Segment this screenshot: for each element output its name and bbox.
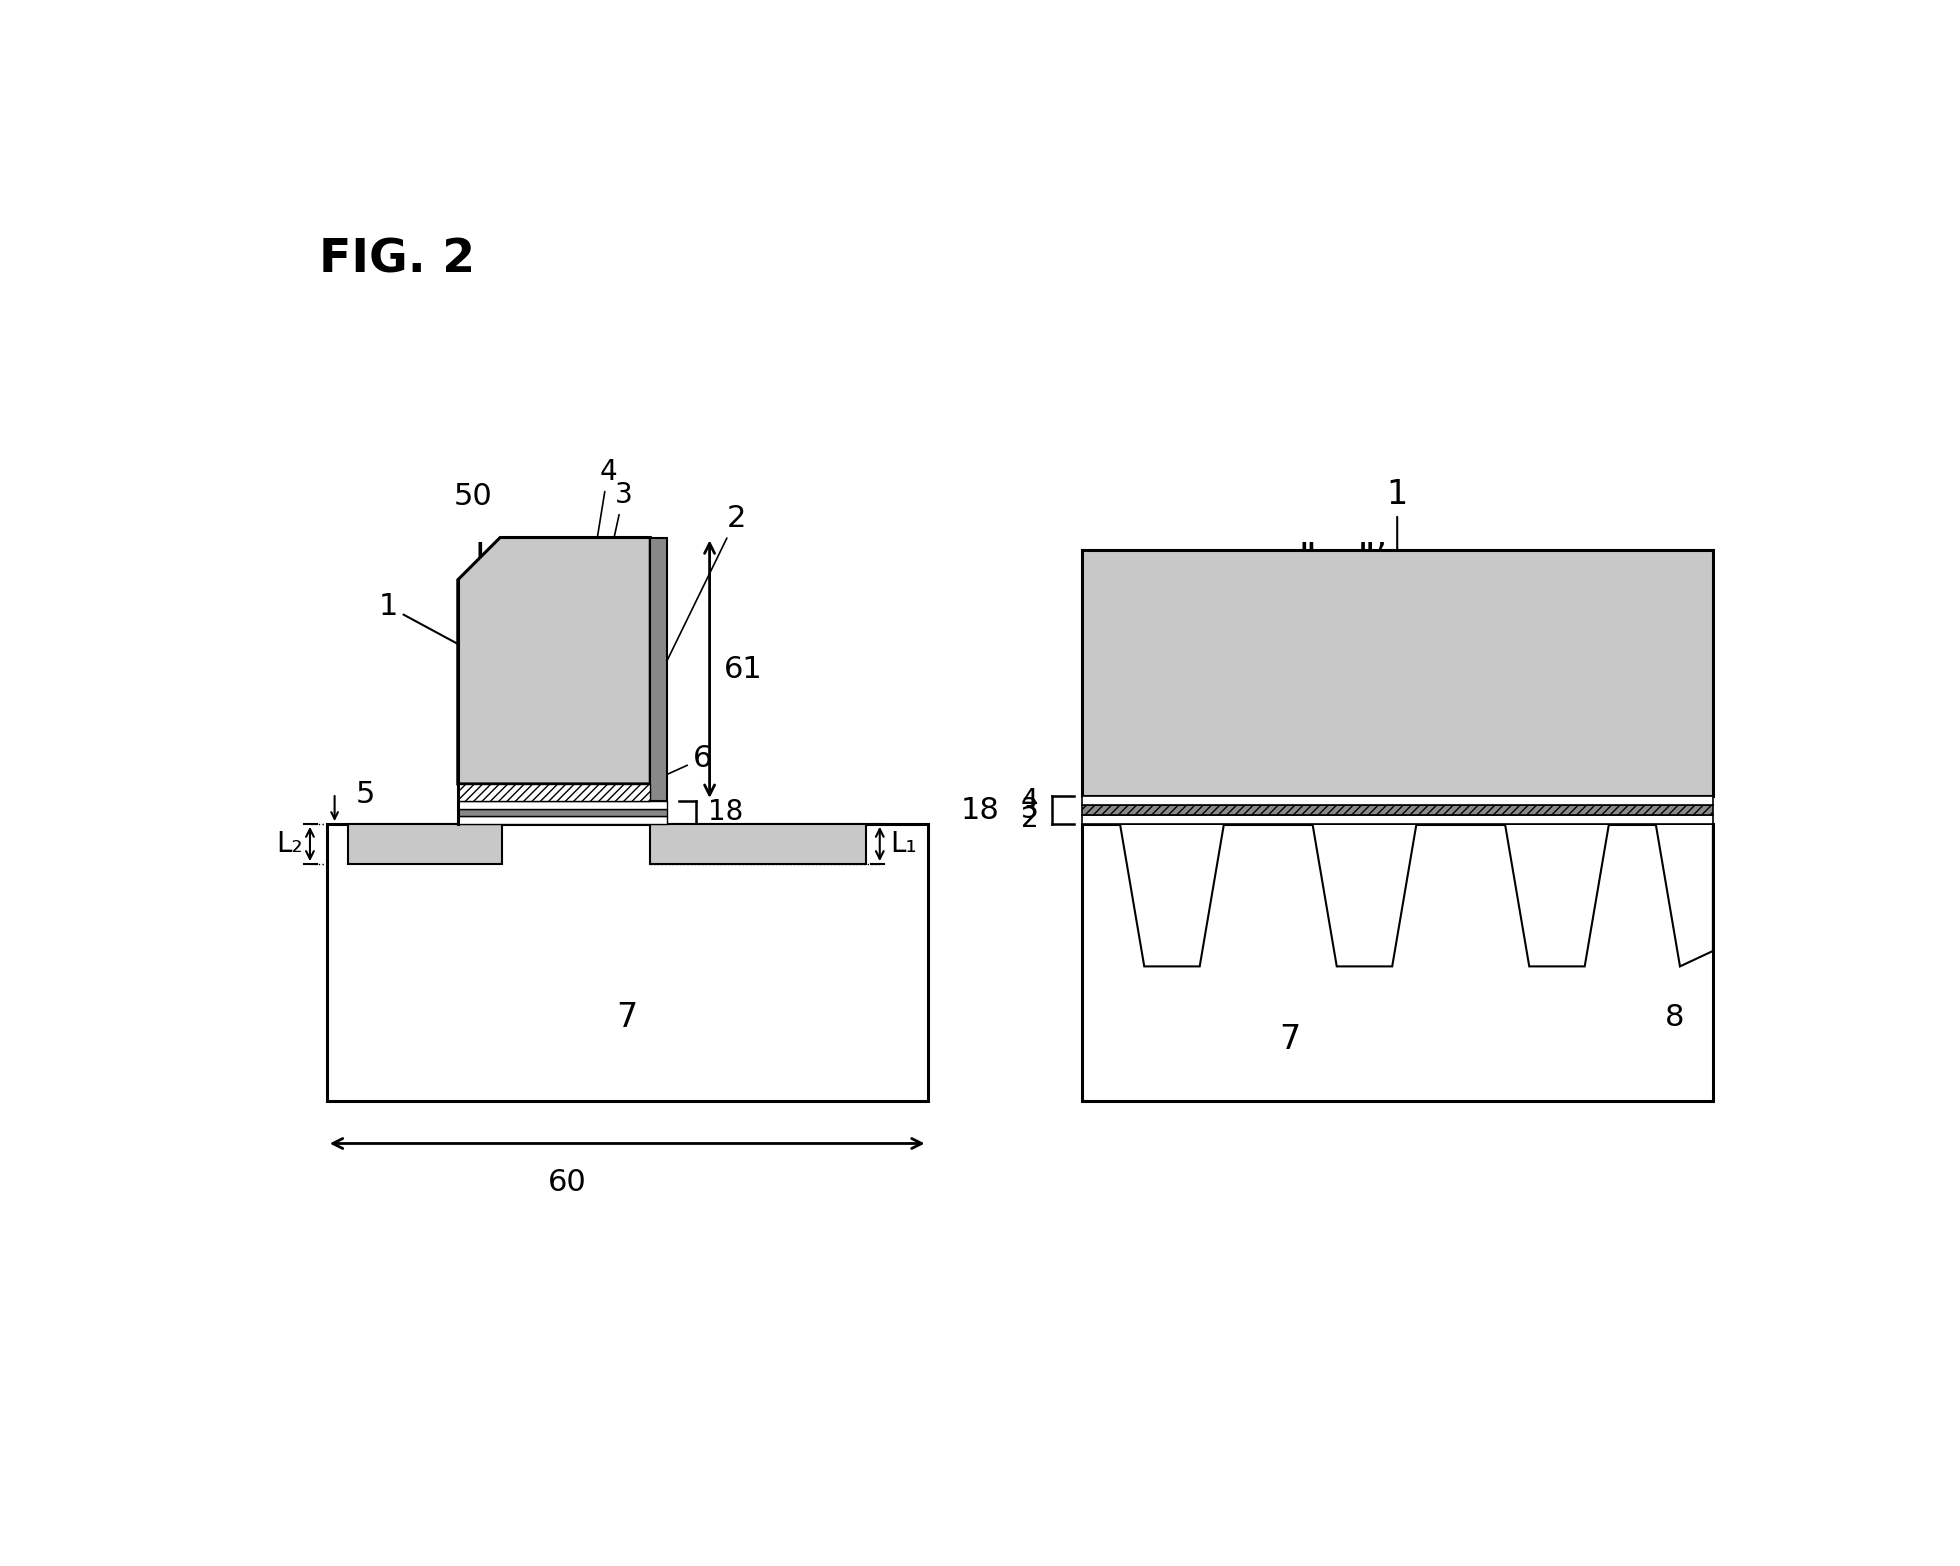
Polygon shape — [1656, 824, 1713, 966]
Text: FIG. 2: FIG. 2 — [319, 238, 476, 283]
Polygon shape — [459, 537, 651, 785]
Text: 1: 1 — [1386, 478, 1407, 658]
Text: 2: 2 — [661, 504, 747, 675]
Bar — [651, 824, 866, 864]
Text: 3: 3 — [555, 481, 633, 810]
Bar — [651, 537, 666, 800]
Text: Ⅱ – Ⅱ’: Ⅱ – Ⅱ’ — [1299, 540, 1388, 575]
Bar — [459, 816, 666, 824]
Text: 8: 8 — [1664, 1004, 1684, 1032]
Text: 7: 7 — [1280, 1023, 1301, 1055]
Polygon shape — [1505, 824, 1609, 966]
Text: L₁: L₁ — [890, 830, 917, 858]
Polygon shape — [1119, 824, 1223, 966]
Bar — [459, 808, 666, 816]
Bar — [459, 800, 666, 808]
Text: 50: 50 — [455, 482, 492, 511]
Polygon shape — [1313, 824, 1417, 966]
Text: 61: 61 — [723, 655, 762, 684]
Text: L₂: L₂ — [276, 830, 302, 858]
Text: 7: 7 — [617, 1002, 637, 1035]
Text: 3: 3 — [1021, 796, 1039, 824]
Text: 6: 6 — [629, 744, 711, 791]
Bar — [459, 785, 651, 800]
Text: 4: 4 — [1021, 786, 1039, 814]
Bar — [1082, 824, 1713, 1101]
Text: 4: 4 — [555, 457, 617, 802]
Text: 18: 18 — [708, 799, 743, 827]
Text: I – I’: I – I’ — [474, 540, 549, 575]
Text: 60: 60 — [547, 1168, 586, 1196]
Bar — [327, 824, 927, 1101]
Text: 5: 5 — [355, 780, 374, 810]
Bar — [1082, 550, 1713, 796]
Bar — [1082, 814, 1713, 824]
Text: 18: 18 — [960, 796, 1000, 825]
Bar — [1082, 805, 1713, 814]
Bar — [1082, 796, 1713, 805]
Text: 1: 1 — [378, 592, 510, 672]
Text: 2: 2 — [1021, 805, 1039, 833]
Bar — [349, 824, 502, 864]
